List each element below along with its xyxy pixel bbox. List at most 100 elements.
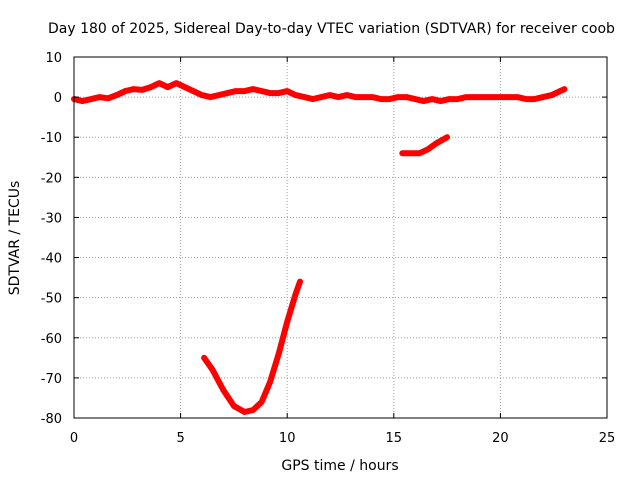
- x-tick-label: 20: [492, 431, 509, 446]
- data-point: [216, 92, 222, 98]
- data-point: [80, 98, 85, 104]
- data-point: [335, 94, 341, 100]
- data-point: [421, 98, 427, 104]
- data-point: [399, 150, 405, 156]
- series-line-segment: [399, 134, 451, 157]
- data-point: [549, 92, 555, 98]
- data-point: [131, 86, 137, 92]
- data-point: [425, 146, 431, 152]
- data-point: [395, 94, 401, 100]
- data-point: [480, 94, 486, 100]
- data-point: [293, 291, 299, 297]
- data-point: [561, 86, 567, 92]
- chart-title: Day 180 of 2025, Sidereal Day-to-day VTE…: [48, 21, 615, 37]
- data-point: [352, 94, 358, 100]
- data-point: [259, 88, 265, 94]
- data-point: [207, 94, 213, 100]
- data-point: [455, 96, 461, 102]
- data-point: [523, 96, 529, 102]
- data-point: [301, 94, 307, 100]
- data-point: [250, 86, 256, 92]
- data-point: [433, 140, 439, 146]
- data-point: [446, 96, 452, 102]
- y-tick-label: -30: [41, 211, 62, 226]
- data-point: [284, 319, 290, 325]
- y-tick-label: -40: [41, 252, 62, 267]
- data-point: [344, 92, 350, 98]
- y-axis-label: SDTVAR / TECUs: [7, 181, 23, 296]
- data-point: [210, 367, 216, 373]
- data-point: [233, 88, 239, 94]
- data-point: [225, 90, 230, 96]
- data-point: [148, 84, 154, 90]
- data-point: [489, 94, 495, 100]
- y-tick-label: -60: [41, 332, 62, 347]
- x-tick-label: 25: [599, 431, 616, 446]
- plot-frame: [73, 56, 608, 419]
- x-tick-label: 15: [386, 431, 403, 446]
- data-point: [404, 94, 410, 100]
- data-point: [540, 94, 546, 100]
- data-point: [267, 90, 273, 96]
- series-line-dip: [201, 278, 303, 415]
- data-point: [497, 94, 503, 100]
- y-tick-label: -10: [41, 131, 62, 146]
- data-point: [361, 94, 367, 100]
- data-point: [297, 279, 303, 285]
- data-point: [429, 96, 435, 102]
- data-point: [416, 150, 422, 156]
- data-point: [327, 92, 333, 98]
- x-tick-label: 10: [279, 431, 296, 446]
- axes: 0 5 10 15 20 25 10 0 -10 -20 -30 -40 -50 -60 -70 -80: [41, 51, 616, 446]
- data-point: [88, 96, 94, 102]
- data-series: [71, 80, 568, 415]
- data-point: [370, 94, 375, 100]
- data-point: [122, 88, 128, 94]
- data-point: [408, 150, 414, 156]
- x-tick-label: 0: [70, 431, 78, 446]
- data-point: [105, 95, 111, 101]
- data-point: [97, 94, 103, 100]
- data-point: [557, 88, 563, 94]
- data-point: [156, 80, 162, 86]
- data-point: [276, 351, 282, 357]
- y-tick-label: 10: [45, 51, 62, 66]
- data-point: [318, 94, 324, 100]
- data-point: [242, 88, 248, 94]
- data-point: [532, 96, 537, 102]
- data-point: [173, 80, 179, 86]
- data-point: [250, 407, 256, 413]
- data-point: [276, 90, 282, 96]
- data-point: [220, 387, 226, 393]
- data-point: [506, 94, 512, 100]
- data-point: [412, 96, 418, 102]
- y-tick-label: -70: [41, 372, 62, 387]
- data-point: [444, 134, 450, 140]
- data-point: [190, 88, 196, 94]
- y-tick-label: -50: [41, 292, 62, 307]
- data-point: [463, 94, 469, 100]
- data-point: [284, 88, 290, 94]
- data-point: [387, 96, 392, 102]
- x-tick-label: 5: [176, 431, 184, 446]
- data-point: [472, 94, 478, 100]
- data-point: [139, 87, 145, 93]
- data-point: [114, 92, 120, 98]
- data-point: [242, 409, 248, 415]
- grid-lines: [74, 57, 607, 418]
- data-point: [259, 399, 265, 405]
- x-axis-label: GPS time / hours: [281, 458, 398, 474]
- data-point: [515, 94, 520, 100]
- data-point: [378, 96, 384, 102]
- data-point: [267, 379, 273, 385]
- data-point: [165, 84, 171, 90]
- y-tick-label: -80: [41, 412, 62, 427]
- data-point: [199, 92, 205, 98]
- y-tick-label: -20: [41, 171, 62, 186]
- data-point: [438, 98, 444, 104]
- data-point: [310, 96, 316, 102]
- y-tick-label: 0: [54, 91, 62, 106]
- data-point: [231, 403, 237, 409]
- data-point: [182, 84, 188, 90]
